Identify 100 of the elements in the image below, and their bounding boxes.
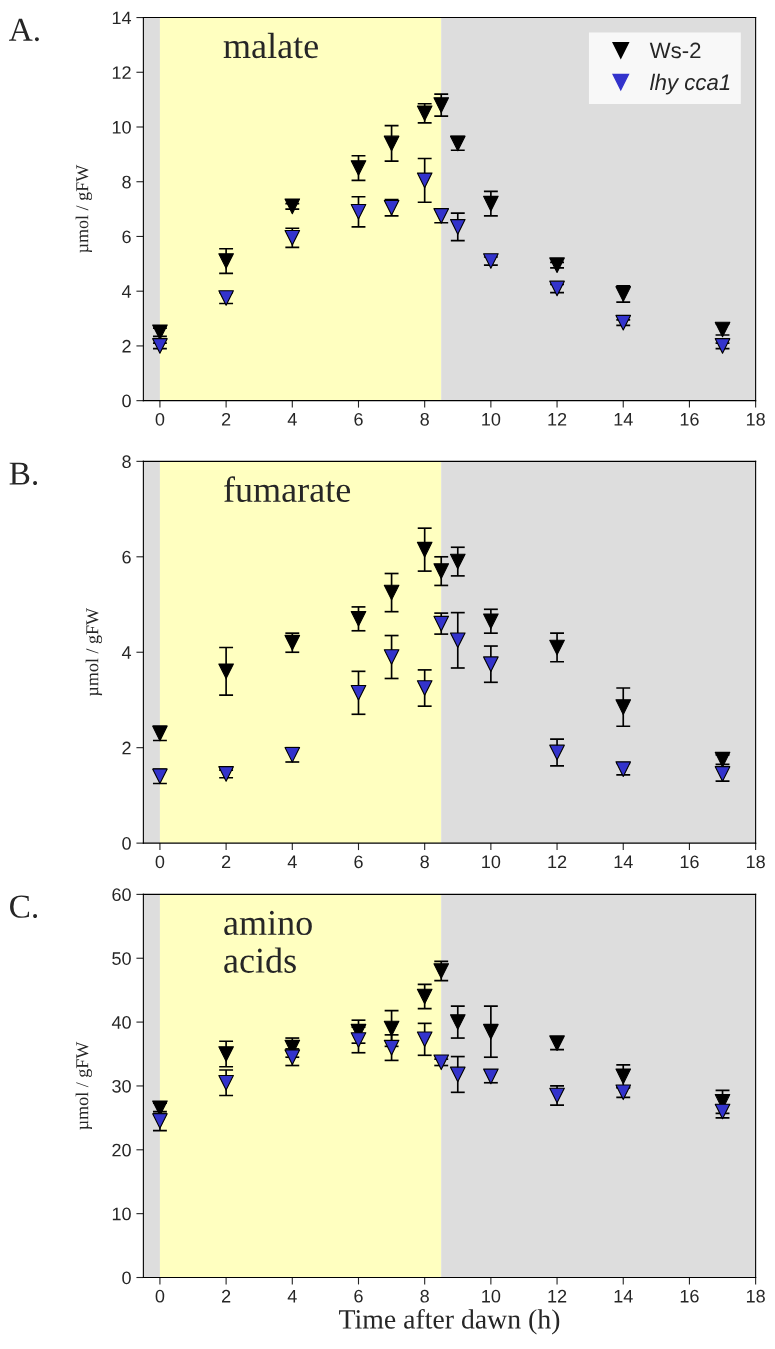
- x-tick-label: 18: [746, 1289, 765, 1303]
- y-tick-label: 0: [122, 394, 131, 408]
- point: [549, 639, 565, 656]
- x-tick-label: 14: [614, 855, 633, 869]
- x-tick-label: 18: [746, 855, 765, 869]
- point: [383, 135, 400, 152]
- x-tick-label: 2: [222, 1289, 231, 1303]
- x-tick-label: 0: [155, 855, 165, 869]
- x-tick-label: 8: [420, 412, 429, 426]
- x-tick-label: 6: [354, 855, 363, 869]
- point: [350, 684, 367, 701]
- y-tick-label: 14: [112, 11, 132, 25]
- point: [483, 613, 499, 630]
- y-tick-label: 10: [112, 120, 131, 134]
- point: [218, 1074, 234, 1091]
- y-tick-label: 30: [112, 1079, 131, 1093]
- y-tick-label: 4: [121, 285, 132, 298]
- annotation: fumarate: [224, 476, 351, 503]
- x-tick-label: 6: [354, 1289, 363, 1303]
- point: [383, 1039, 400, 1056]
- point: [483, 1023, 499, 1040]
- y-tick-label: 6: [122, 230, 131, 244]
- chart-title: A.: [9, 18, 39, 42]
- point: [416, 680, 433, 696]
- y-tick-label: 40: [111, 1016, 131, 1029]
- point: [615, 314, 632, 331]
- y-tick-label: 10: [112, 1207, 131, 1221]
- point: [549, 1035, 565, 1052]
- point: [549, 744, 565, 761]
- legend-label: lhy cca1: [650, 73, 730, 95]
- x-tick-label: 4: [287, 413, 297, 426]
- point: [449, 1066, 466, 1083]
- y-tick-label: 8: [122, 175, 131, 189]
- point: [383, 1020, 400, 1037]
- point: [350, 160, 367, 176]
- point: [218, 1046, 234, 1062]
- x-tick-label: 12: [548, 1289, 567, 1303]
- y-tick-label: 8: [122, 455, 131, 469]
- x-tick-label: 8: [420, 855, 429, 869]
- x-axis-title: Time after dawn (h): [339, 1308, 560, 1335]
- point: [449, 632, 466, 649]
- point: [449, 1014, 466, 1030]
- point: [449, 219, 466, 235]
- point: [483, 195, 499, 212]
- y-tick-label: 12: [112, 66, 131, 79]
- point: [416, 541, 433, 558]
- x-tick-label: 12: [548, 855, 567, 869]
- x-tick-label: 16: [680, 412, 699, 426]
- point: [615, 1068, 632, 1085]
- y-tick-label: 0: [122, 1271, 131, 1285]
- x-tick-label: 2: [222, 412, 231, 426]
- y-tick-label: 4: [121, 646, 132, 659]
- y-axis-title: µmol / gFW: [75, 1041, 93, 1130]
- annotation: amino acids: [224, 910, 312, 973]
- y-tick-label: 60: [112, 888, 131, 902]
- x-tick-label: 0: [155, 1289, 165, 1303]
- point: [350, 203, 367, 220]
- x-tick-label: 12: [548, 412, 567, 426]
- point: [714, 338, 731, 354]
- y-tick-label: 0: [122, 837, 131, 850]
- point: [383, 584, 400, 601]
- point: [615, 699, 632, 715]
- x-tick-label: 6: [354, 412, 363, 426]
- x-tick-label: 4: [287, 855, 297, 869]
- x-tick-label: 10: [482, 412, 501, 426]
- x-tick-label: 16: [680, 1289, 699, 1303]
- point: [284, 198, 301, 215]
- x-tick-label: 16: [680, 855, 699, 869]
- point: [152, 338, 168, 354]
- x-tick-label: 0: [155, 412, 165, 426]
- point: [383, 649, 400, 665]
- chart-title: B.: [9, 462, 38, 485]
- y-tick-label: 20: [112, 1143, 131, 1157]
- point: [433, 1054, 450, 1071]
- x-tick-label: 8: [420, 1289, 429, 1303]
- point: [416, 988, 433, 1005]
- x-tick-label: 14: [614, 413, 633, 426]
- point: [218, 253, 234, 269]
- point: [350, 1032, 367, 1048]
- point: [549, 257, 565, 274]
- legend-label: Ws-2: [649, 42, 701, 59]
- y-tick-label: 6: [122, 550, 131, 564]
- annotation: malate: [223, 32, 318, 59]
- x-tick-label: 10: [482, 1289, 501, 1303]
- y-tick-label: 2: [122, 339, 131, 353]
- x-tick-label: 18: [746, 412, 765, 426]
- point: [416, 1031, 433, 1048]
- y-tick-label: 2: [122, 741, 131, 755]
- x-tick-label: 4: [287, 1289, 297, 1303]
- x-tick-label: 2: [222, 855, 231, 869]
- x-tick-label: 14: [614, 1289, 633, 1303]
- point: [350, 610, 367, 627]
- point: [433, 563, 450, 579]
- chart-title: C.: [10, 895, 38, 918]
- point: [416, 172, 433, 189]
- point: [218, 663, 234, 680]
- point: [449, 553, 466, 570]
- point: [433, 97, 450, 113]
- x-tick-label: 10: [482, 855, 501, 869]
- point: [483, 656, 499, 673]
